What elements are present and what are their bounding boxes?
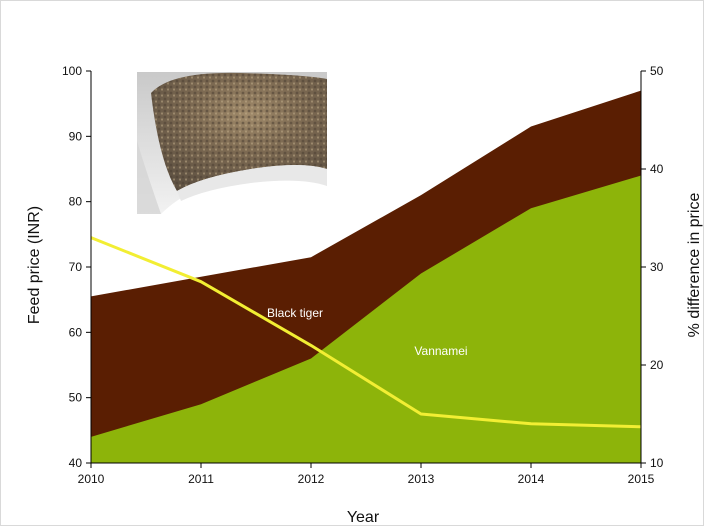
x-tick-label: 2015 <box>628 472 655 486</box>
y2-tick-label: 20 <box>650 358 664 372</box>
axes-layer: 40 50 60 70 80 90 100 10 20 30 40 50 2010 2011 2012 201… <box>62 64 664 486</box>
y2-tick-label: 40 <box>650 162 664 176</box>
x-tick-label: 2013 <box>408 472 435 486</box>
y2-axis-title: % difference in price <box>686 193 703 338</box>
x-tick-label: 2011 <box>188 472 214 486</box>
x-tick-label: 2010 <box>78 472 105 486</box>
y-tick-label: 70 <box>69 260 83 274</box>
y2-tick-label: 50 <box>650 64 664 78</box>
x-tick-label: 2014 <box>518 472 545 486</box>
y-tick-label: 100 <box>62 64 82 78</box>
x-tick-label: 2012 <box>298 472 325 486</box>
labels-layer: Year Feed price (INR) % difference in pric… <box>26 193 703 526</box>
series-label-vannamei: Vannamei <box>414 344 467 358</box>
area-vannamei <box>91 175 641 464</box>
areas-layer <box>91 90 641 464</box>
series-label-black-tiger: Black tiger <box>267 306 323 320</box>
y-tick-label: 60 <box>69 325 83 339</box>
y-tick-label: 40 <box>69 456 83 470</box>
price-difference-line <box>90 236 642 429</box>
y2-tick-label: 30 <box>650 260 664 274</box>
y-tick-label: 80 <box>69 195 83 209</box>
x-axis-title: Year <box>347 509 380 526</box>
line-layer <box>90 236 642 429</box>
y2-tick-label: 10 <box>650 456 664 470</box>
feed-pellets-photo <box>137 72 327 214</box>
y-axis-title: Feed price (INR) <box>26 206 43 324</box>
y-tick-label: 90 <box>69 129 83 143</box>
y-tick-label: 50 <box>69 391 83 405</box>
